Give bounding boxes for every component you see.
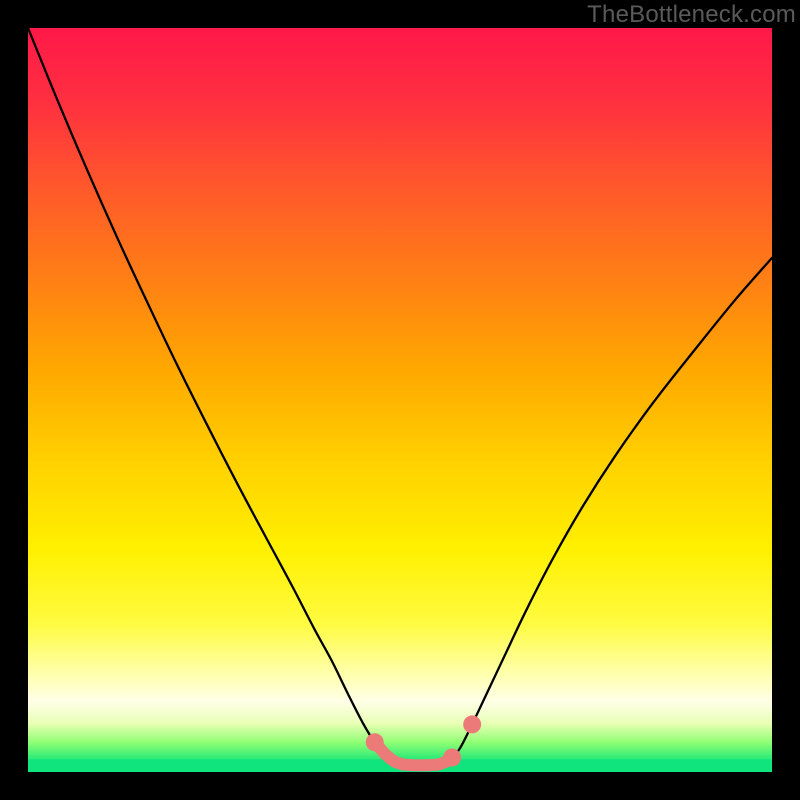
highlight-endpoint-dot [366,733,384,751]
highlight-outlier-dot [463,715,481,733]
bottleneck-curve-chart [0,0,800,800]
watermark-text: TheBottleneck.com [587,1,796,29]
highlight-endpoint-dot [443,749,461,767]
